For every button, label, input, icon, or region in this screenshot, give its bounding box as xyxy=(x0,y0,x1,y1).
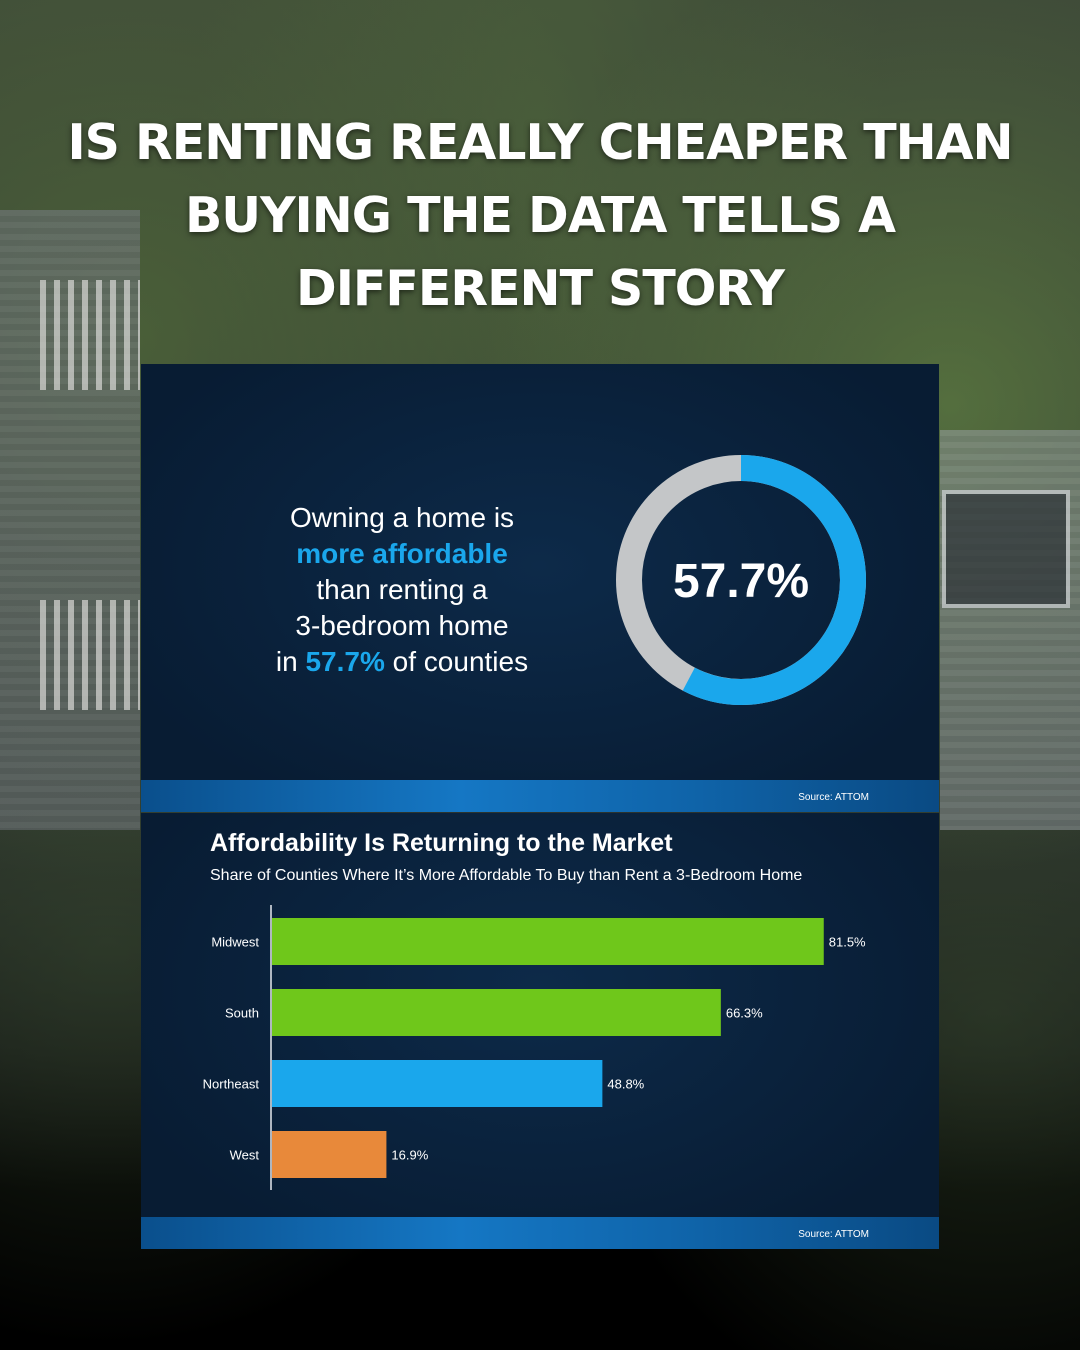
stat-line: 3-bedroom home xyxy=(295,610,509,641)
category-label: Midwest xyxy=(211,935,259,950)
value-label: 81.5% xyxy=(829,935,866,950)
bar-south xyxy=(272,989,721,1036)
balcony-railing xyxy=(40,280,140,390)
bar-midwest xyxy=(272,918,824,965)
stat-line-post: of counties xyxy=(392,646,529,677)
bar-west xyxy=(272,1131,387,1178)
stat-card: Owning a home is more affordable than re… xyxy=(141,364,939,812)
chart-subtitle: Share of Counties Where It’s More Afford… xyxy=(210,867,803,884)
donut-fill xyxy=(616,455,866,705)
building-window xyxy=(942,490,1070,608)
source-text: Source: ATTOM xyxy=(798,792,869,803)
category-label: South xyxy=(225,1006,259,1021)
stat-line: than renting a xyxy=(316,574,488,605)
stat-text: Owning a home is more affordable than re… xyxy=(241,500,563,680)
value-label: 48.8% xyxy=(607,1077,644,1092)
stat-line: Owning a home is xyxy=(289,502,515,533)
value-label: 66.3% xyxy=(726,1006,763,1021)
donut-chart xyxy=(616,455,866,705)
stat-highlight: more affordable xyxy=(296,538,508,569)
stat-value: 57.7% xyxy=(305,646,385,677)
source-bar: Source: ATTOM xyxy=(141,1217,939,1249)
bar-chart: Midwest 81.5% South 66.3% Northeast 48.8% West… xyxy=(203,905,866,1190)
bar-northeast xyxy=(272,1060,603,1107)
balcony-railing xyxy=(40,600,140,710)
source-text: Source: ATTOM xyxy=(798,1229,869,1240)
category-label: Northeast xyxy=(203,1077,260,1092)
category-label: West xyxy=(230,1148,260,1163)
value-label: 16.9% xyxy=(391,1148,428,1163)
chart-title: Affordability Is Returning to the Market xyxy=(210,829,673,857)
stat-line: in 57.7% of counties xyxy=(241,644,563,680)
stat-line-pre: in xyxy=(275,646,298,677)
chart-card: Affordability Is Returning to the Market… xyxy=(141,813,939,1249)
source-bar: Source: ATTOM xyxy=(141,780,939,812)
headline: IS RENTING REALLY CHEAPER THAN BUYING TH… xyxy=(67,114,1013,317)
donut-label: 57.7% xyxy=(672,555,810,608)
